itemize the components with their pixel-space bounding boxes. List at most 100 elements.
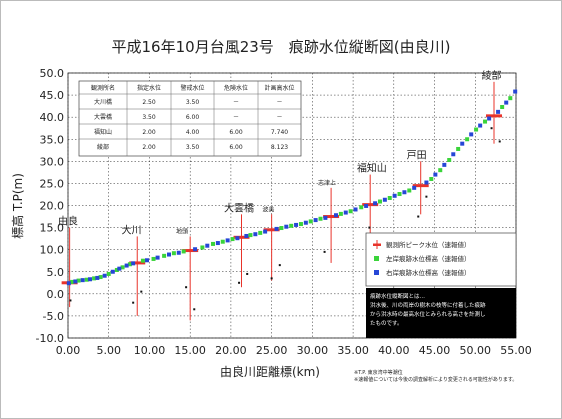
right-bank-point bbox=[513, 89, 518, 94]
chart-title: 平成16年10月台風23号 痕跡水位縦断図(由良川) bbox=[112, 38, 451, 56]
x-tick-label: 5.00 bbox=[96, 344, 121, 357]
table-cell: 大川橋 bbox=[94, 98, 112, 106]
left-bank-point bbox=[465, 137, 470, 142]
station-label: 大川 bbox=[122, 223, 142, 236]
station-label: 綾部 bbox=[482, 69, 502, 82]
right-bank-point bbox=[364, 203, 369, 208]
table-cell: － bbox=[276, 99, 282, 106]
peak-level-mark bbox=[233, 235, 250, 239]
note-lines: 痕跡水位縦断図とは…洪水後、川の両岸の樹木の枝等に付着した痕跡から洪水時の最高水… bbox=[370, 292, 486, 327]
y-tick-label: -5.0 bbox=[43, 310, 64, 323]
y-tick-label: 10.0 bbox=[40, 244, 65, 257]
ground-dot bbox=[132, 301, 135, 304]
x-tick-label: 20.00 bbox=[215, 344, 247, 357]
ground-dot bbox=[193, 308, 196, 311]
left-bank-point bbox=[508, 96, 513, 101]
table-cell: － bbox=[276, 114, 282, 121]
left-bank-point bbox=[210, 241, 215, 246]
x-tick-label: 30.00 bbox=[297, 344, 329, 357]
right-bank-point bbox=[433, 172, 438, 177]
right-bank-point bbox=[294, 222, 299, 227]
note-box: 痕跡水位縦断図とは…洪水後、川の両岸の樹木の枝等に付着した痕跡から洪水時の最高水… bbox=[366, 288, 516, 338]
left-bank-point bbox=[114, 267, 119, 272]
note-line: たものです。 bbox=[370, 320, 402, 327]
right-bank-point bbox=[225, 238, 230, 243]
credit-footnote: ※T.P. 東京湾中等潮位 bbox=[354, 369, 403, 376]
x-axis-label: 由良川距離標(km) bbox=[220, 364, 320, 379]
ground-dot bbox=[417, 215, 420, 218]
series-marks bbox=[61, 89, 518, 286]
table-header-cell: 指定水位 bbox=[137, 84, 161, 92]
right-bank-point bbox=[323, 215, 328, 220]
station-label: 波美 bbox=[262, 205, 274, 213]
ground-dot bbox=[278, 264, 281, 267]
x-tick-label: 25.00 bbox=[256, 344, 288, 357]
right-bank-point bbox=[313, 218, 318, 223]
left-bank-point bbox=[70, 279, 75, 284]
ground-dot bbox=[368, 226, 371, 229]
right-bank-point bbox=[504, 100, 509, 105]
y-tick-label: 15.0 bbox=[40, 222, 65, 235]
right-bank-point bbox=[117, 266, 122, 271]
note-line: 洪水後、川の両岸の樹木の枝等に付着した痕跡 bbox=[370, 301, 486, 309]
right-bank-point bbox=[102, 273, 107, 278]
disclaimer-footnote: ※速報値については今後の調査解析により変更される可能性があります。 bbox=[354, 376, 517, 383]
table-cell: 6.00 bbox=[229, 144, 243, 151]
y-tick-label: 35.0 bbox=[40, 133, 65, 146]
right-bank-point bbox=[80, 278, 85, 283]
right-bank-point bbox=[124, 263, 129, 268]
right-bank-point bbox=[469, 132, 474, 137]
legend-swatch bbox=[374, 256, 379, 261]
left-bank-point bbox=[181, 249, 186, 254]
x-tick-labels: 0.00 5.00 10.00 15.00 20.00 25.00 30.00 35.00 40… bbox=[56, 344, 532, 357]
right-bank-point bbox=[412, 185, 417, 190]
left-bank-point bbox=[120, 265, 125, 270]
right-bank-point bbox=[442, 162, 447, 167]
right-bank-point bbox=[167, 252, 172, 257]
y-tick-label: 25.0 bbox=[40, 177, 65, 190]
ground-dot bbox=[246, 272, 249, 275]
left-bank-point bbox=[84, 277, 89, 282]
table-cell: 6.00 bbox=[186, 114, 200, 121]
right-bank-point bbox=[343, 210, 348, 215]
right-bank-point bbox=[73, 279, 78, 284]
station-label: 志津上 bbox=[318, 179, 336, 187]
left-bank-point bbox=[359, 205, 364, 210]
station-label: 戸田 bbox=[407, 149, 427, 161]
table-header-cell: 観測所名 bbox=[91, 84, 115, 92]
station-table-grid bbox=[79, 81, 301, 156]
left-bank-point bbox=[483, 119, 488, 124]
table-cell: 7.740 bbox=[271, 129, 288, 136]
station-label: 由良 bbox=[58, 215, 78, 228]
left-bank-point bbox=[456, 146, 461, 151]
left-bank-point bbox=[429, 177, 434, 181]
peak-level-mark bbox=[182, 249, 199, 253]
right-bank-point bbox=[205, 243, 210, 248]
right-bank-point bbox=[303, 220, 308, 225]
table-cell: － bbox=[233, 114, 239, 121]
table-cell: 4.00 bbox=[186, 129, 200, 136]
ground-dot bbox=[323, 250, 326, 253]
legend: 観測所ピーク水位（速報値） 左岸痕跡水位標高（速報値） 右岸痕跡水位標高（速報値） bbox=[365, 232, 517, 287]
ground-dot bbox=[185, 286, 188, 289]
station-label: 大雲橋 bbox=[224, 201, 254, 214]
left-bank-point bbox=[500, 105, 505, 110]
y-tick-label: 0.0 bbox=[47, 288, 65, 301]
ground-dot bbox=[490, 127, 493, 130]
right-bank-point bbox=[95, 275, 100, 280]
left-bank-point bbox=[162, 253, 167, 258]
legend-label: 左岸痕跡水位標高（速報値） bbox=[386, 254, 471, 263]
table-cell: 2.00 bbox=[142, 144, 156, 151]
x-tick-label: 15.00 bbox=[174, 344, 206, 357]
left-bank-point bbox=[98, 275, 103, 280]
left-bank-point bbox=[289, 223, 294, 228]
peak-level-mark bbox=[323, 215, 340, 219]
legend-swatch bbox=[373, 243, 381, 246]
left-bank-point bbox=[171, 251, 176, 256]
x-tick-label: 35.00 bbox=[337, 344, 369, 357]
right-bank-point bbox=[392, 193, 397, 198]
y-tick-label: 5.0 bbox=[47, 266, 65, 279]
left-bank-point bbox=[230, 237, 235, 242]
right-bank-point bbox=[284, 224, 289, 229]
